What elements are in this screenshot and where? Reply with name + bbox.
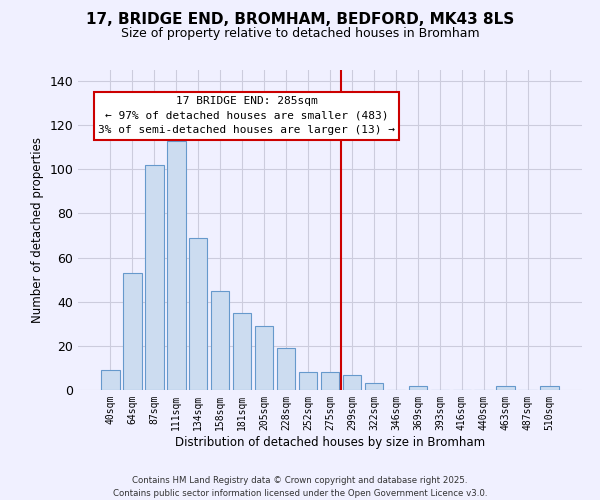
Bar [320, 372, 340, 390]
Y-axis label: Number of detached properties: Number of detached properties [31, 137, 44, 323]
Bar [123, 273, 142, 390]
Bar [145, 165, 164, 390]
Bar [299, 372, 317, 390]
Text: Size of property relative to detached houses in Bromham: Size of property relative to detached ho… [121, 28, 479, 40]
Bar [211, 290, 229, 390]
Bar [409, 386, 427, 390]
Bar [233, 313, 251, 390]
Bar [189, 238, 208, 390]
Bar [343, 374, 361, 390]
Bar [255, 326, 274, 390]
Bar [277, 348, 295, 390]
Text: 17, BRIDGE END, BROMHAM, BEDFORD, MK43 8LS: 17, BRIDGE END, BROMHAM, BEDFORD, MK43 8… [86, 12, 514, 28]
Text: Contains HM Land Registry data © Crown copyright and database right 2025.
Contai: Contains HM Land Registry data © Crown c… [113, 476, 487, 498]
Bar [167, 140, 185, 390]
X-axis label: Distribution of detached houses by size in Bromham: Distribution of detached houses by size … [175, 436, 485, 448]
Text: 17 BRIDGE END: 285sqm
← 97% of detached houses are smaller (483)
3% of semi-deta: 17 BRIDGE END: 285sqm ← 97% of detached … [98, 96, 395, 136]
Bar [365, 384, 383, 390]
Bar [541, 386, 559, 390]
Bar [101, 370, 119, 390]
Bar [496, 386, 515, 390]
